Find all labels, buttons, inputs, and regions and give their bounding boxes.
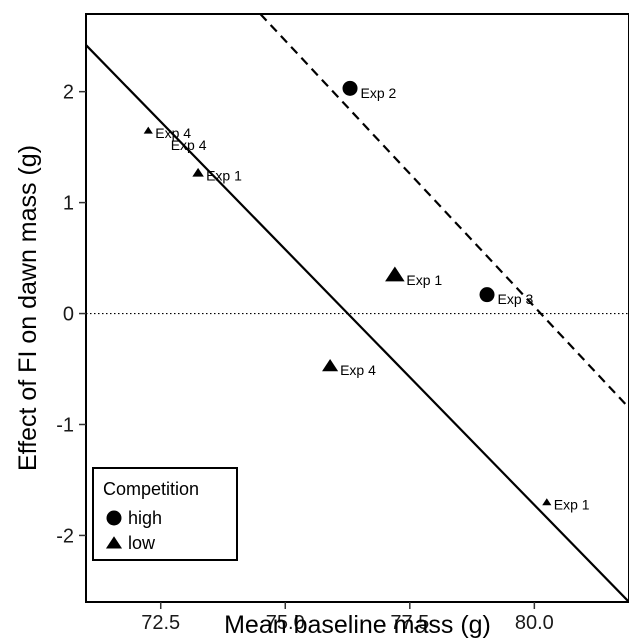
point-label: Exp 3 [498, 291, 534, 307]
point-label: Exp 4 [171, 137, 207, 153]
legend-label-low: low [128, 533, 156, 553]
data-point-low [542, 498, 552, 506]
data-point-low [192, 167, 204, 177]
point-label: Exp 1 [206, 168, 242, 184]
plot-border [85, 13, 629, 603]
data-point-high [342, 80, 358, 96]
legend: Competition high low [92, 467, 238, 561]
x-tick-label: 77.5 [390, 612, 429, 634]
data-point-low [322, 358, 339, 372]
legend-title: Competition [103, 479, 199, 499]
y-tick-label: -1 [56, 414, 74, 436]
point-label: Exp 2 [361, 85, 397, 101]
point-label: Exp 4 [155, 125, 191, 141]
data-point-high [479, 287, 495, 303]
legend-marker-low [105, 536, 123, 549]
point-label: Exp 4 [340, 362, 376, 378]
x-tick-label: 72.5 [141, 612, 180, 634]
x-tick-label: 75.0 [266, 612, 305, 634]
x-axis-title: Mean baseline mass (g) [224, 611, 491, 638]
y-tick-label: 1 [63, 193, 74, 215]
x-tick-label: 80.0 [515, 612, 554, 634]
y-tick-label: -2 [56, 525, 74, 547]
point-label: Exp 1 [406, 272, 442, 288]
fit-lines [85, 13, 629, 603]
y-tick-label: 0 [63, 304, 74, 326]
point-label: Exp 1 [554, 497, 590, 513]
y-axis-title: Effect of FI on dawn mass (g) [14, 145, 42, 471]
y-tick-label: 2 [63, 82, 74, 104]
fit-line-high [259, 13, 629, 409]
x-axis-ticks: 72.5 75.0 77.5 80.0 [141, 602, 554, 634]
point-labels: Exp 2 Exp 3 Exp 4 Exp 1 Exp 1 Exp 4 Exp 1 Exp 4 [155, 85, 590, 513]
legend-marker-high [106, 510, 122, 526]
legend-label-high: high [128, 508, 162, 528]
data-point-low [143, 126, 153, 134]
fit-line-low [85, 44, 629, 603]
data-point-low [385, 266, 405, 282]
y-axis-ticks: -2 -1 0 1 2 [56, 82, 86, 547]
legend-entries: high low [105, 508, 162, 553]
data-points [143, 80, 552, 506]
